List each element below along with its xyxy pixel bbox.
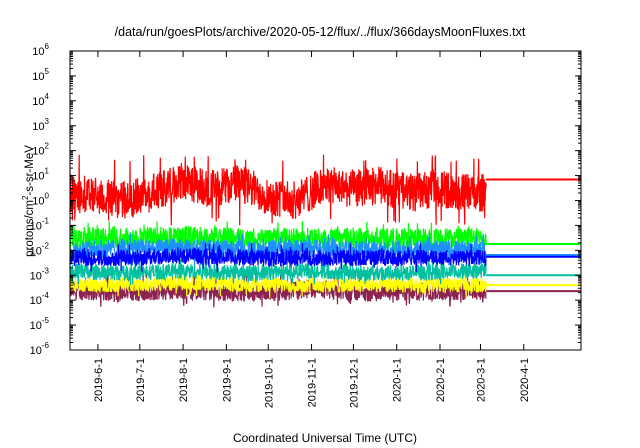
- y-tick-label: 106: [32, 42, 49, 58]
- x-tick-label: 2020-1-1: [392, 358, 404, 402]
- y-axis-label-part1: protons/cm: [24, 200, 36, 257]
- x-tick-label: 2019-8-1: [178, 358, 190, 402]
- y-tick-exponent: 3: [45, 117, 50, 126]
- x-tick-label: 2019-9-1: [221, 358, 233, 402]
- y-axis-label-sup: 2: [21, 195, 30, 200]
- series-0: [69, 273, 581, 308]
- y-tick-exponent: 2: [45, 142, 50, 151]
- y-tick-label: 10-3: [30, 266, 50, 282]
- y-tick-base: 10: [32, 196, 44, 208]
- y-tick-label: 10-4: [30, 291, 50, 307]
- series-4: [69, 232, 581, 268]
- x-tick-label: 2019-11-1: [307, 358, 319, 407]
- series-4-line: [69, 232, 487, 268]
- x-tick-label: 2019-6-1: [93, 358, 105, 402]
- y-tick-label: 10-2: [30, 241, 50, 257]
- x-tick-label: 2020-4-1: [519, 358, 531, 402]
- y-axis: 10-610-510-410-310-210-11001011021031041…: [30, 42, 581, 357]
- series-5-line: [69, 242, 487, 273]
- series-6: [69, 154, 581, 226]
- series-6-line: [69, 154, 487, 226]
- y-tick-label: 105: [32, 67, 49, 83]
- series-1-line: [69, 270, 487, 299]
- y-tick-label: 104: [32, 92, 49, 108]
- chart-title: /data/run/goesPlots/archive/2020-05-12/f…: [115, 25, 526, 39]
- y-tick-base: 10: [30, 295, 42, 307]
- y-tick-label: 101: [32, 167, 49, 183]
- x-axis-label: Coordinated Universal Time (UTC): [233, 431, 417, 445]
- y-tick-base: 10: [30, 220, 42, 232]
- y-tick-label: 100: [32, 192, 49, 208]
- y-tick-label: 10-6: [30, 341, 50, 357]
- y-tick-base: 10: [32, 121, 44, 133]
- x-tick-label: 2020-3-1: [475, 358, 487, 402]
- x-tick-label: 2020-2-1: [435, 358, 447, 402]
- y-tick-base: 10: [32, 96, 44, 108]
- y-axis-label: protons/cm2-s-sr-MeV: [21, 145, 36, 257]
- y-tick-exponent: -5: [42, 316, 50, 325]
- y-tick-exponent: 0: [45, 192, 50, 201]
- y-tick-base: 10: [32, 171, 44, 183]
- series-5: [69, 242, 581, 273]
- y-tick-base: 10: [30, 270, 42, 282]
- y-tick-base: 10: [30, 345, 42, 357]
- y-tick-label: 103: [32, 117, 49, 133]
- y-tick-exponent: -1: [42, 216, 50, 225]
- x-tick-label: 2019-7-1: [135, 358, 147, 402]
- y-axis-label-part2: -s-sr-MeV: [24, 145, 36, 196]
- y-tick-exponent: -6: [42, 341, 50, 350]
- y-tick-exponent: -4: [42, 291, 50, 300]
- y-tick-label: 102: [32, 142, 49, 158]
- y-tick-base: 10: [32, 146, 44, 158]
- y-tick-label: 10-1: [30, 216, 50, 232]
- y-tick-base: 10: [30, 245, 42, 257]
- y-tick-label: 10-5: [30, 316, 50, 332]
- series-0-line: [69, 273, 487, 308]
- y-tick-exponent: -3: [42, 266, 50, 275]
- series-2: [69, 256, 581, 286]
- x-tick-label: 2019-12-1: [348, 358, 360, 408]
- y-tick-exponent: 6: [45, 42, 50, 51]
- series-1: [69, 270, 581, 299]
- y-tick-exponent: 1: [45, 167, 50, 176]
- y-tick-exponent: -2: [42, 241, 50, 250]
- series-2-line: [69, 256, 487, 286]
- y-tick-exponent: 5: [45, 67, 50, 76]
- y-tick-base: 10: [32, 46, 44, 58]
- y-tick-base: 10: [32, 71, 44, 83]
- x-tick-label: 2019-10-1: [263, 358, 275, 408]
- y-tick-exponent: 4: [45, 92, 50, 101]
- y-tick-base: 10: [30, 320, 42, 332]
- x-axis: 2019-6-1 2019-7-1 2019-8-1 2019-9-1 2019-10-…: [93, 51, 531, 408]
- plot-area: [69, 154, 581, 308]
